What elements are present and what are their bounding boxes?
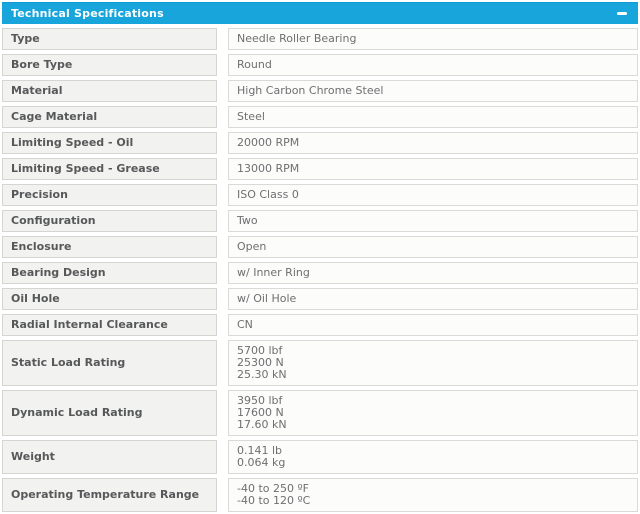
spec-row: Weight 0.141 lb 0.064 kg [2, 440, 638, 474]
spec-label: Configuration [2, 210, 217, 232]
spec-value: w/ Oil Hole [228, 288, 638, 310]
spec-value: w/ Inner Ring [228, 262, 638, 284]
spec-label: Bearing Design [2, 262, 217, 284]
spec-label: Material [2, 80, 217, 102]
panel-title: Technical Specifications [11, 7, 164, 20]
spec-table: Type Needle Roller Bearing Bore Type Round M… [2, 28, 638, 512]
spec-row: Limiting Speed - Grease 13000 RPM [2, 158, 638, 180]
spec-value: ISO Class 0 [228, 184, 638, 206]
spec-value-line: 20000 RPM [237, 136, 300, 149]
spec-value-line: 13000 RPM [237, 162, 300, 175]
spec-row: Static Load Rating 5700 lbf 25300 N 25.30 k… [2, 340, 638, 386]
spec-label: Limiting Speed - Oil [2, 132, 217, 154]
spec-row: Radial Internal Clearance CN [2, 314, 638, 336]
spec-value-line: High Carbon Chrome Steel [237, 84, 384, 97]
spec-value: High Carbon Chrome Steel [228, 80, 638, 102]
spec-value-line: 5700 lbf [237, 344, 283, 357]
collapse-minus-icon[interactable] [615, 7, 629, 21]
spec-value-line: 17600 N [237, 406, 284, 419]
spec-value: Round [228, 54, 638, 76]
spec-value: Open [228, 236, 638, 258]
spec-value-line: Round [237, 58, 272, 71]
spec-value-line: Open [237, 240, 267, 253]
spec-label: Bore Type [2, 54, 217, 76]
spec-value-line: ISO Class 0 [237, 188, 299, 201]
spec-value: Two [228, 210, 638, 232]
spec-label: Enclosure [2, 236, 217, 258]
spec-value-line: Needle Roller Bearing [237, 32, 357, 45]
spec-value-line: -40 to 120 ºC [237, 494, 311, 507]
spec-row: Oil Hole w/ Oil Hole [2, 288, 638, 310]
spec-row: Limiting Speed - Oil 20000 RPM [2, 132, 638, 154]
spec-value-line: 17.60 kN [237, 418, 287, 431]
spec-value: 3950 lbf 17600 N 17.60 kN [228, 390, 638, 436]
spec-row: Type Needle Roller Bearing [2, 28, 638, 50]
spec-row: Configuration Two [2, 210, 638, 232]
spec-label: Cage Material [2, 106, 217, 128]
spec-label: Oil Hole [2, 288, 217, 310]
spec-row: Operating Temperature Range -40 to 250 ºF… [2, 478, 638, 512]
spec-value-line: w/ Oil Hole [237, 292, 297, 305]
spec-row: Precision ISO Class 0 [2, 184, 638, 206]
spec-label: Static Load Rating [2, 340, 217, 386]
minus-icon [617, 12, 627, 15]
spec-value: 0.141 lb 0.064 kg [228, 440, 638, 474]
spec-value-line: 25300 N [237, 356, 284, 369]
spec-label: Operating Temperature Range [2, 478, 217, 512]
spec-value: Needle Roller Bearing [228, 28, 638, 50]
spec-value: 13000 RPM [228, 158, 638, 180]
panel-header[interactable]: Technical Specifications [2, 2, 638, 24]
spec-row: Bore Type Round [2, 54, 638, 76]
spec-value-line: 25.30 kN [237, 368, 287, 381]
spec-label: Weight [2, 440, 217, 474]
spec-value-line: -40 to 250 ºF [237, 482, 310, 495]
spec-row: Cage Material Steel [2, 106, 638, 128]
spec-label: Radial Internal Clearance [2, 314, 217, 336]
spec-value-line: Steel [237, 110, 265, 123]
spec-value: 5700 lbf 25300 N 25.30 kN [228, 340, 638, 386]
spec-row: Bearing Design w/ Inner Ring [2, 262, 638, 284]
spec-value: 20000 RPM [228, 132, 638, 154]
spec-row: Enclosure Open [2, 236, 638, 258]
spec-value-line: w/ Inner Ring [237, 266, 310, 279]
spec-value: -40 to 250 ºF -40 to 120 ºC [228, 478, 638, 512]
spec-value: Steel [228, 106, 638, 128]
spec-label: Dynamic Load Rating [2, 390, 217, 436]
spec-row: Material High Carbon Chrome Steel [2, 80, 638, 102]
spec-label: Type [2, 28, 217, 50]
spec-label: Precision [2, 184, 217, 206]
spec-value-line: 3950 lbf [237, 394, 283, 407]
spec-value-line: CN [237, 318, 253, 331]
spec-label: Limiting Speed - Grease [2, 158, 217, 180]
spec-value-line: 0.141 lb [237, 444, 283, 457]
spec-row: Dynamic Load Rating 3950 lbf 17600 N 17.60 … [2, 390, 638, 436]
spec-value-line: Two [237, 214, 258, 227]
spec-value-line: 0.064 kg [237, 456, 286, 469]
spec-value: CN [228, 314, 638, 336]
